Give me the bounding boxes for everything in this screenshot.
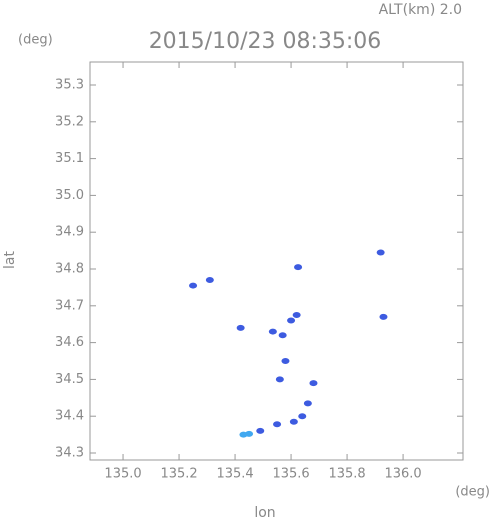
echo-cell	[256, 427, 265, 434]
echo-cell	[376, 249, 385, 256]
y-axis-label: lat	[2, 251, 18, 269]
echo-cell	[268, 328, 277, 335]
y-tick-label: 35.2	[55, 114, 84, 129]
echo-cell	[379, 313, 388, 320]
echo-cell	[205, 277, 214, 284]
x-tick-label: 135.6	[272, 467, 309, 482]
echo-cell	[281, 358, 290, 365]
chart-title: 2015/10/23 08:35:06	[149, 29, 382, 54]
x-tick-label: 136.0	[384, 467, 421, 482]
y-tick-label: 35.3	[55, 78, 84, 93]
y-tick-label: 34.4	[55, 409, 84, 424]
echo-cell	[294, 264, 303, 271]
y-tick-label: 35.0	[55, 188, 84, 203]
y-tick-label: 34.6	[55, 335, 84, 350]
y-tick-label: 35.1	[55, 151, 84, 166]
echo-cell	[298, 413, 307, 420]
echo-cell	[287, 317, 296, 324]
echo-cell	[273, 421, 282, 428]
echo-cell	[309, 380, 318, 387]
y-tick-label: 34.7	[55, 298, 84, 313]
y-unit: (deg)	[18, 33, 53, 48]
x-tick-label: 135.2	[160, 467, 197, 482]
echo-cell	[292, 312, 301, 319]
echo-cell	[278, 332, 287, 339]
y-tick-label: 34.3	[55, 446, 84, 461]
echo-cell	[236, 324, 245, 331]
x-tick-label: 135.0	[104, 467, 141, 482]
echo-cell	[303, 400, 312, 407]
echo-cell	[289, 418, 298, 425]
plot-frame	[89, 61, 464, 461]
echo-cell	[275, 376, 284, 383]
y-tick-label: 34.5	[55, 372, 84, 387]
y-tick-label: 34.8	[55, 262, 84, 277]
y-tick-label: 34.9	[55, 225, 84, 240]
x-axis-label: lon	[254, 505, 275, 521]
x-tick-label: 135.4	[216, 467, 253, 482]
x-tick-label: 135.8	[328, 467, 365, 482]
x-unit: (deg)	[455, 485, 490, 500]
echo-cell	[189, 282, 198, 289]
altitude-label: ALT(km) 2.0	[379, 2, 462, 18]
echo-cell	[245, 430, 254, 437]
